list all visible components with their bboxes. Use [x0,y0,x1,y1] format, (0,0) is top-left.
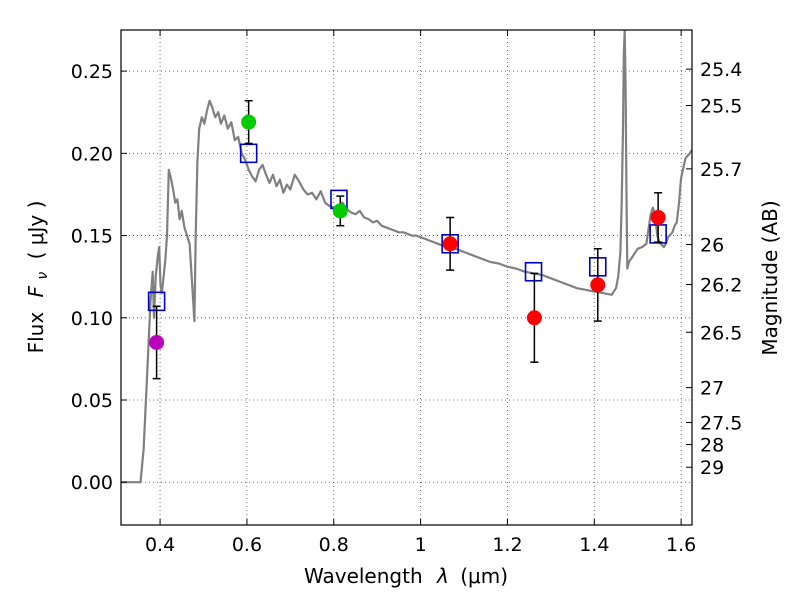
y2-tick-label: 29 [700,457,724,479]
y2-tick-label: 28 [700,435,724,457]
y-tick-label: 0.15 [71,226,113,248]
y-tick-label: 0.25 [71,61,113,83]
y-axis-label: Flux F ν ( μJy ) [24,201,52,354]
x-axis-label-unit: (μm) [460,564,508,588]
observed-flux-layer [149,99,666,380]
y-tick-label: 0.10 [71,308,113,330]
y-tick-label: 0.00 [71,472,113,494]
x-tick-label: 0.8 [319,534,349,556]
y2-tick-label: 25.7 [700,159,742,181]
x-tick-label: 0.6 [232,534,262,556]
y2-axis-label: Magnitude (AB) [758,200,782,355]
y2-tick-label: 26.2 [700,275,742,297]
y-axis-label-unit: ( μJy ) [24,201,48,260]
observed-flux-point [149,334,165,350]
observed-flux-point [650,209,666,225]
y-axis-label-symbol: F [24,285,48,297]
y2-tick-label: 26 [700,235,724,257]
x-axis-label-prefix: Wavelength [304,564,423,588]
x-tick-label: 1.6 [666,534,696,556]
plot-frame [120,29,693,526]
observed-flux-point [590,277,606,293]
y-axis-label-subscript: ν [35,272,51,280]
y2-tick-label: 25.4 [700,59,742,81]
observed-flux-point [241,114,257,130]
y-axis-label-prefix: Flux [24,312,48,354]
x-tick-label: 1.2 [492,534,522,556]
axis-ticks: 0.4 0.6 0.8 1 1.2 1.4 1.6 0.00 0.05 0.10 0.15 0.20 0… [71,30,742,556]
observed-flux-point [442,236,458,252]
grid-lines [121,30,692,525]
sed-model-layer [121,30,692,484]
y2-tick-label: 27 [700,378,724,400]
model-flux-square [524,261,543,282]
observed-flux-point [526,310,542,326]
sed-model-line [121,30,692,484]
observed-flux-point [332,203,348,219]
model-flux-square [239,143,258,164]
x-axis-label-symbol: λ [436,564,449,588]
x-axis-label: Wavelength λ (μm) [304,564,508,588]
y2-tick-label: 27.5 [700,413,742,435]
y2-tick-label: 26.5 [700,322,742,344]
y-tick-label: 0.05 [71,390,113,412]
x-tick-label: 0.4 [145,534,175,556]
y2-tick-label: 25.5 [700,96,742,118]
x-tick-label: 1.4 [579,534,609,556]
x-tick-label: 1 [415,534,427,556]
y-tick-label: 0.20 [71,143,113,165]
